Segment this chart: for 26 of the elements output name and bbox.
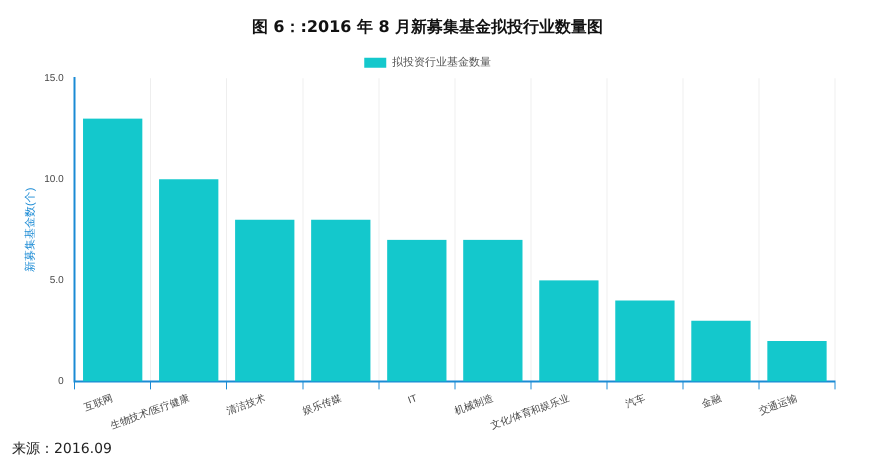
bar [615,300,675,382]
x-tick-label: 娱乐传媒 [301,392,343,418]
chart-title: 图 6：:2016 年 8 月新募集基金拟投行业数量图 [252,16,604,36]
bar [311,220,370,382]
y-axis-title: 新募集基金数(个) [24,188,37,272]
x-tick-label: 金融 [700,392,723,410]
bar [235,220,294,382]
legend-label: 拟投资行业基金数量 [392,56,491,69]
bar [539,280,599,382]
y-tick-label: 15.0 [44,72,64,84]
x-tick-label: IT [406,393,419,406]
y-tick-label: 10.0 [44,174,64,186]
bar [83,118,142,382]
y-tick-label: 0 [58,376,64,388]
bar [463,240,522,382]
x-tick-label: 互联网 [82,392,115,414]
y-tick-label: 5.0 [50,275,64,286]
source-note: 来源：2016.09 [12,440,112,458]
x-tick-label: 机械制造 [453,392,495,418]
x-tick-label: 交通运输 [757,392,799,418]
bar [767,340,827,382]
x-tick-label: 汽车 [624,392,647,410]
bar [691,320,751,382]
bar [387,240,446,382]
x-tick-label: 清洁技术 [225,392,267,418]
bar [159,179,218,382]
